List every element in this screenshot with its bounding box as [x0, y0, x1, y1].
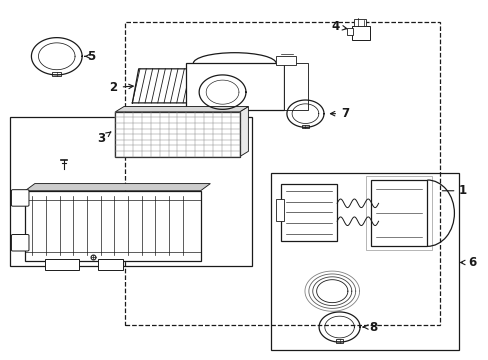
- Bar: [366, 176, 431, 250]
- Text: 2: 2: [109, 81, 133, 94]
- Bar: [353, 19, 366, 26]
- FancyBboxPatch shape: [11, 190, 29, 206]
- Bar: [10, 117, 251, 266]
- Bar: [185, 63, 283, 110]
- Bar: [302, 125, 308, 128]
- Bar: [281, 184, 336, 241]
- Bar: [44, 259, 79, 270]
- Bar: [283, 63, 307, 110]
- Text: 7: 7: [330, 107, 348, 120]
- Bar: [276, 199, 283, 221]
- Polygon shape: [239, 107, 248, 157]
- Bar: [351, 26, 369, 40]
- Text: 8: 8: [363, 320, 376, 333]
- Text: 5: 5: [84, 50, 96, 63]
- Bar: [25, 191, 200, 261]
- Bar: [346, 28, 352, 35]
- Polygon shape: [25, 184, 210, 191]
- Bar: [125, 22, 439, 325]
- Text: 1: 1: [458, 184, 466, 197]
- Text: 3: 3: [97, 132, 111, 145]
- FancyBboxPatch shape: [11, 234, 29, 251]
- Bar: [115, 112, 239, 157]
- Bar: [98, 259, 122, 270]
- Text: 6: 6: [460, 256, 475, 269]
- Bar: [52, 72, 61, 76]
- Bar: [271, 173, 458, 350]
- Text: 4: 4: [331, 20, 346, 33]
- Polygon shape: [115, 107, 248, 112]
- Bar: [335, 339, 343, 343]
- Bar: [276, 56, 295, 65]
- Bar: [370, 180, 427, 246]
